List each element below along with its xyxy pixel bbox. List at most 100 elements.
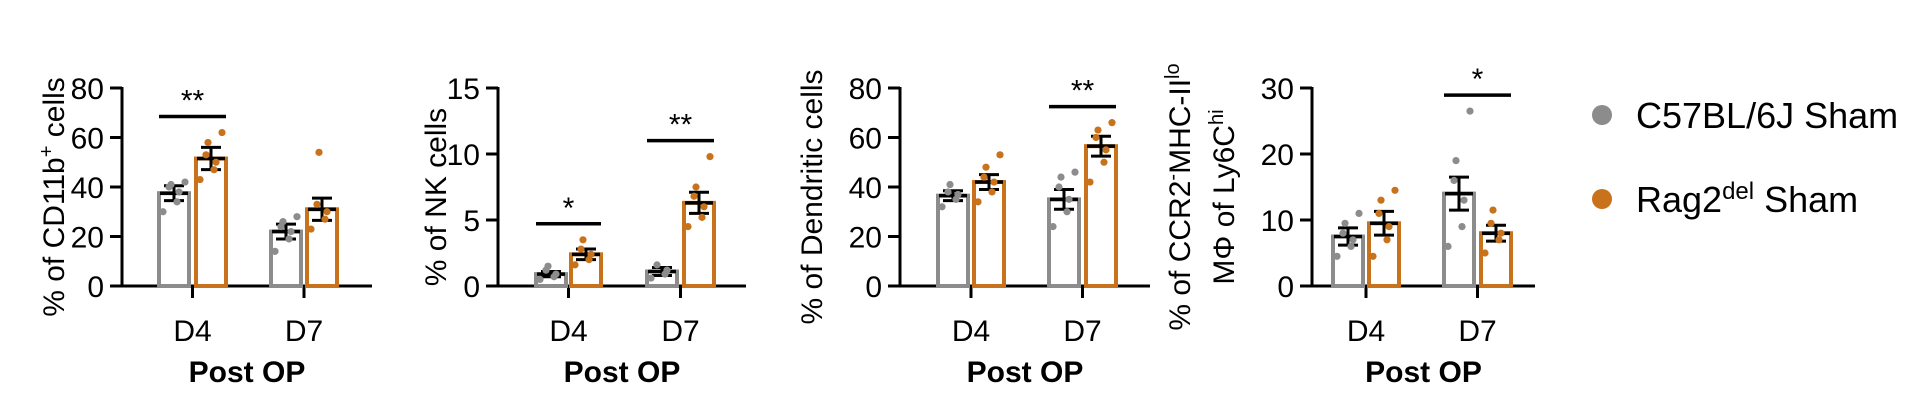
data-point (944, 188, 952, 196)
data-point (577, 245, 585, 253)
x-axis-title: Post OP (967, 356, 1084, 389)
chart-panel-4: 0 10 20 30 D4 D7 Post OP % of CCR2-MHC-IIlo MΦ o… (1162, 63, 1535, 389)
y-axis-title: % of Dendritic cells (796, 69, 829, 324)
data-point (988, 188, 996, 196)
y-tick-label: 60 (71, 123, 104, 156)
data-point (1055, 183, 1063, 191)
data-point (1355, 209, 1363, 217)
data-point (946, 180, 954, 189)
y-tick-label: 20 (1261, 139, 1294, 172)
x-axis-title: Post OP (189, 356, 306, 389)
y-axis-title: % of CD11b+ cells (36, 77, 71, 317)
data-point (1460, 196, 1468, 204)
data-point (954, 190, 962, 199)
data-point (181, 178, 189, 186)
data-point (579, 236, 587, 244)
y-axis-title-line-1: % of CCR2-MHC-IIlo (1162, 63, 1197, 330)
data-point (287, 227, 295, 236)
data-point (1086, 178, 1094, 186)
legend-label: C57BL/6J Sham (1636, 95, 1898, 136)
x-tick-label: D7 (661, 315, 699, 348)
y-title-sup: hi (1206, 109, 1228, 125)
legend: C57BL/6J Sham Rag2del Sham (1592, 95, 1898, 220)
y-tick-label: 10 (447, 139, 480, 172)
data-point (285, 235, 293, 243)
y-title-text: cells (38, 77, 71, 145)
data-point (293, 213, 301, 221)
significance-label: ** (181, 85, 205, 118)
data-point (1349, 236, 1357, 244)
data-point (1065, 195, 1073, 203)
y-tick-label: 20 (849, 222, 882, 255)
y-title-text: % of CD11b (38, 157, 71, 317)
chart-panel-1: 0 20 40 60 80 D4 D7 Post OP % of CD11b+ cells ** (36, 73, 372, 389)
data-point (167, 180, 175, 189)
chart-panel-3: 0 20 40 60 80 D4 D7 Post OP % of Dendritic cells… (796, 69, 1150, 389)
data-point (552, 270, 560, 278)
data-point (196, 175, 204, 184)
data-point (204, 138, 212, 147)
data-point (698, 213, 706, 221)
data-point (982, 163, 990, 171)
y-tick-label: 0 (463, 271, 480, 304)
data-point (544, 262, 552, 270)
significance-label: ** (669, 109, 693, 142)
data-point (1092, 133, 1100, 142)
data-point (536, 275, 544, 283)
data-point (1383, 236, 1391, 244)
data-point (212, 158, 220, 166)
data-point (175, 188, 183, 196)
y-title-text: MHC-II (1164, 79, 1197, 174)
data-point (159, 208, 167, 216)
significance-label: * (563, 192, 575, 225)
x-axis-title: Post OP (564, 356, 681, 389)
legend-text: Rag2 (1636, 179, 1722, 220)
data-point (1458, 223, 1466, 231)
data-point (571, 261, 579, 269)
legend-marker (1592, 189, 1612, 209)
bar (1084, 144, 1118, 288)
bar (1047, 197, 1081, 288)
data-point (653, 261, 661, 269)
y-tick-label: 80 (71, 73, 104, 106)
data-point (1495, 236, 1503, 244)
data-point (321, 215, 329, 223)
data-point (1333, 252, 1341, 260)
y-axis-title: % of NK cells (420, 108, 453, 286)
y-tick-label: 0 (87, 271, 104, 304)
y-tick-label: 20 (71, 222, 104, 255)
x-tick-label: D7 (1063, 315, 1101, 348)
data-point (690, 192, 698, 200)
y-tick-label: 80 (849, 73, 882, 106)
data-point (1347, 242, 1355, 250)
data-point (1339, 229, 1347, 237)
data-point (1375, 209, 1383, 217)
x-tick-label: D7 (1458, 315, 1496, 348)
data-point (1341, 219, 1349, 227)
significance-label: ** (1071, 75, 1095, 108)
data-point (1497, 229, 1505, 237)
data-point (1377, 196, 1385, 204)
y-tick-label: 0 (1277, 271, 1294, 304)
x-tick-label: D7 (285, 315, 323, 348)
data-point (990, 178, 998, 186)
data-point (210, 166, 218, 174)
y-axis-title-line-2: MΦ of Ly6Chi (1206, 109, 1241, 284)
bar (682, 200, 716, 288)
y-title-text: MΦ of Ly6C (1208, 125, 1241, 285)
bar (305, 207, 339, 288)
legend-marker (1592, 105, 1612, 125)
y-tick-label: 30 (1261, 73, 1294, 106)
data-point (647, 274, 655, 282)
data-point (1071, 168, 1079, 176)
y-tick-label: 10 (1261, 205, 1294, 238)
y-tick-label: 15 (447, 73, 480, 106)
data-point (218, 128, 226, 137)
legend-text: C57BL/6J Sham (1636, 95, 1898, 136)
data-point (271, 247, 279, 255)
data-point (313, 200, 321, 208)
data-point (1466, 107, 1474, 115)
x-tick-label: D4 (952, 315, 990, 348)
y-title-text: % of Dendritic cells (796, 69, 829, 324)
